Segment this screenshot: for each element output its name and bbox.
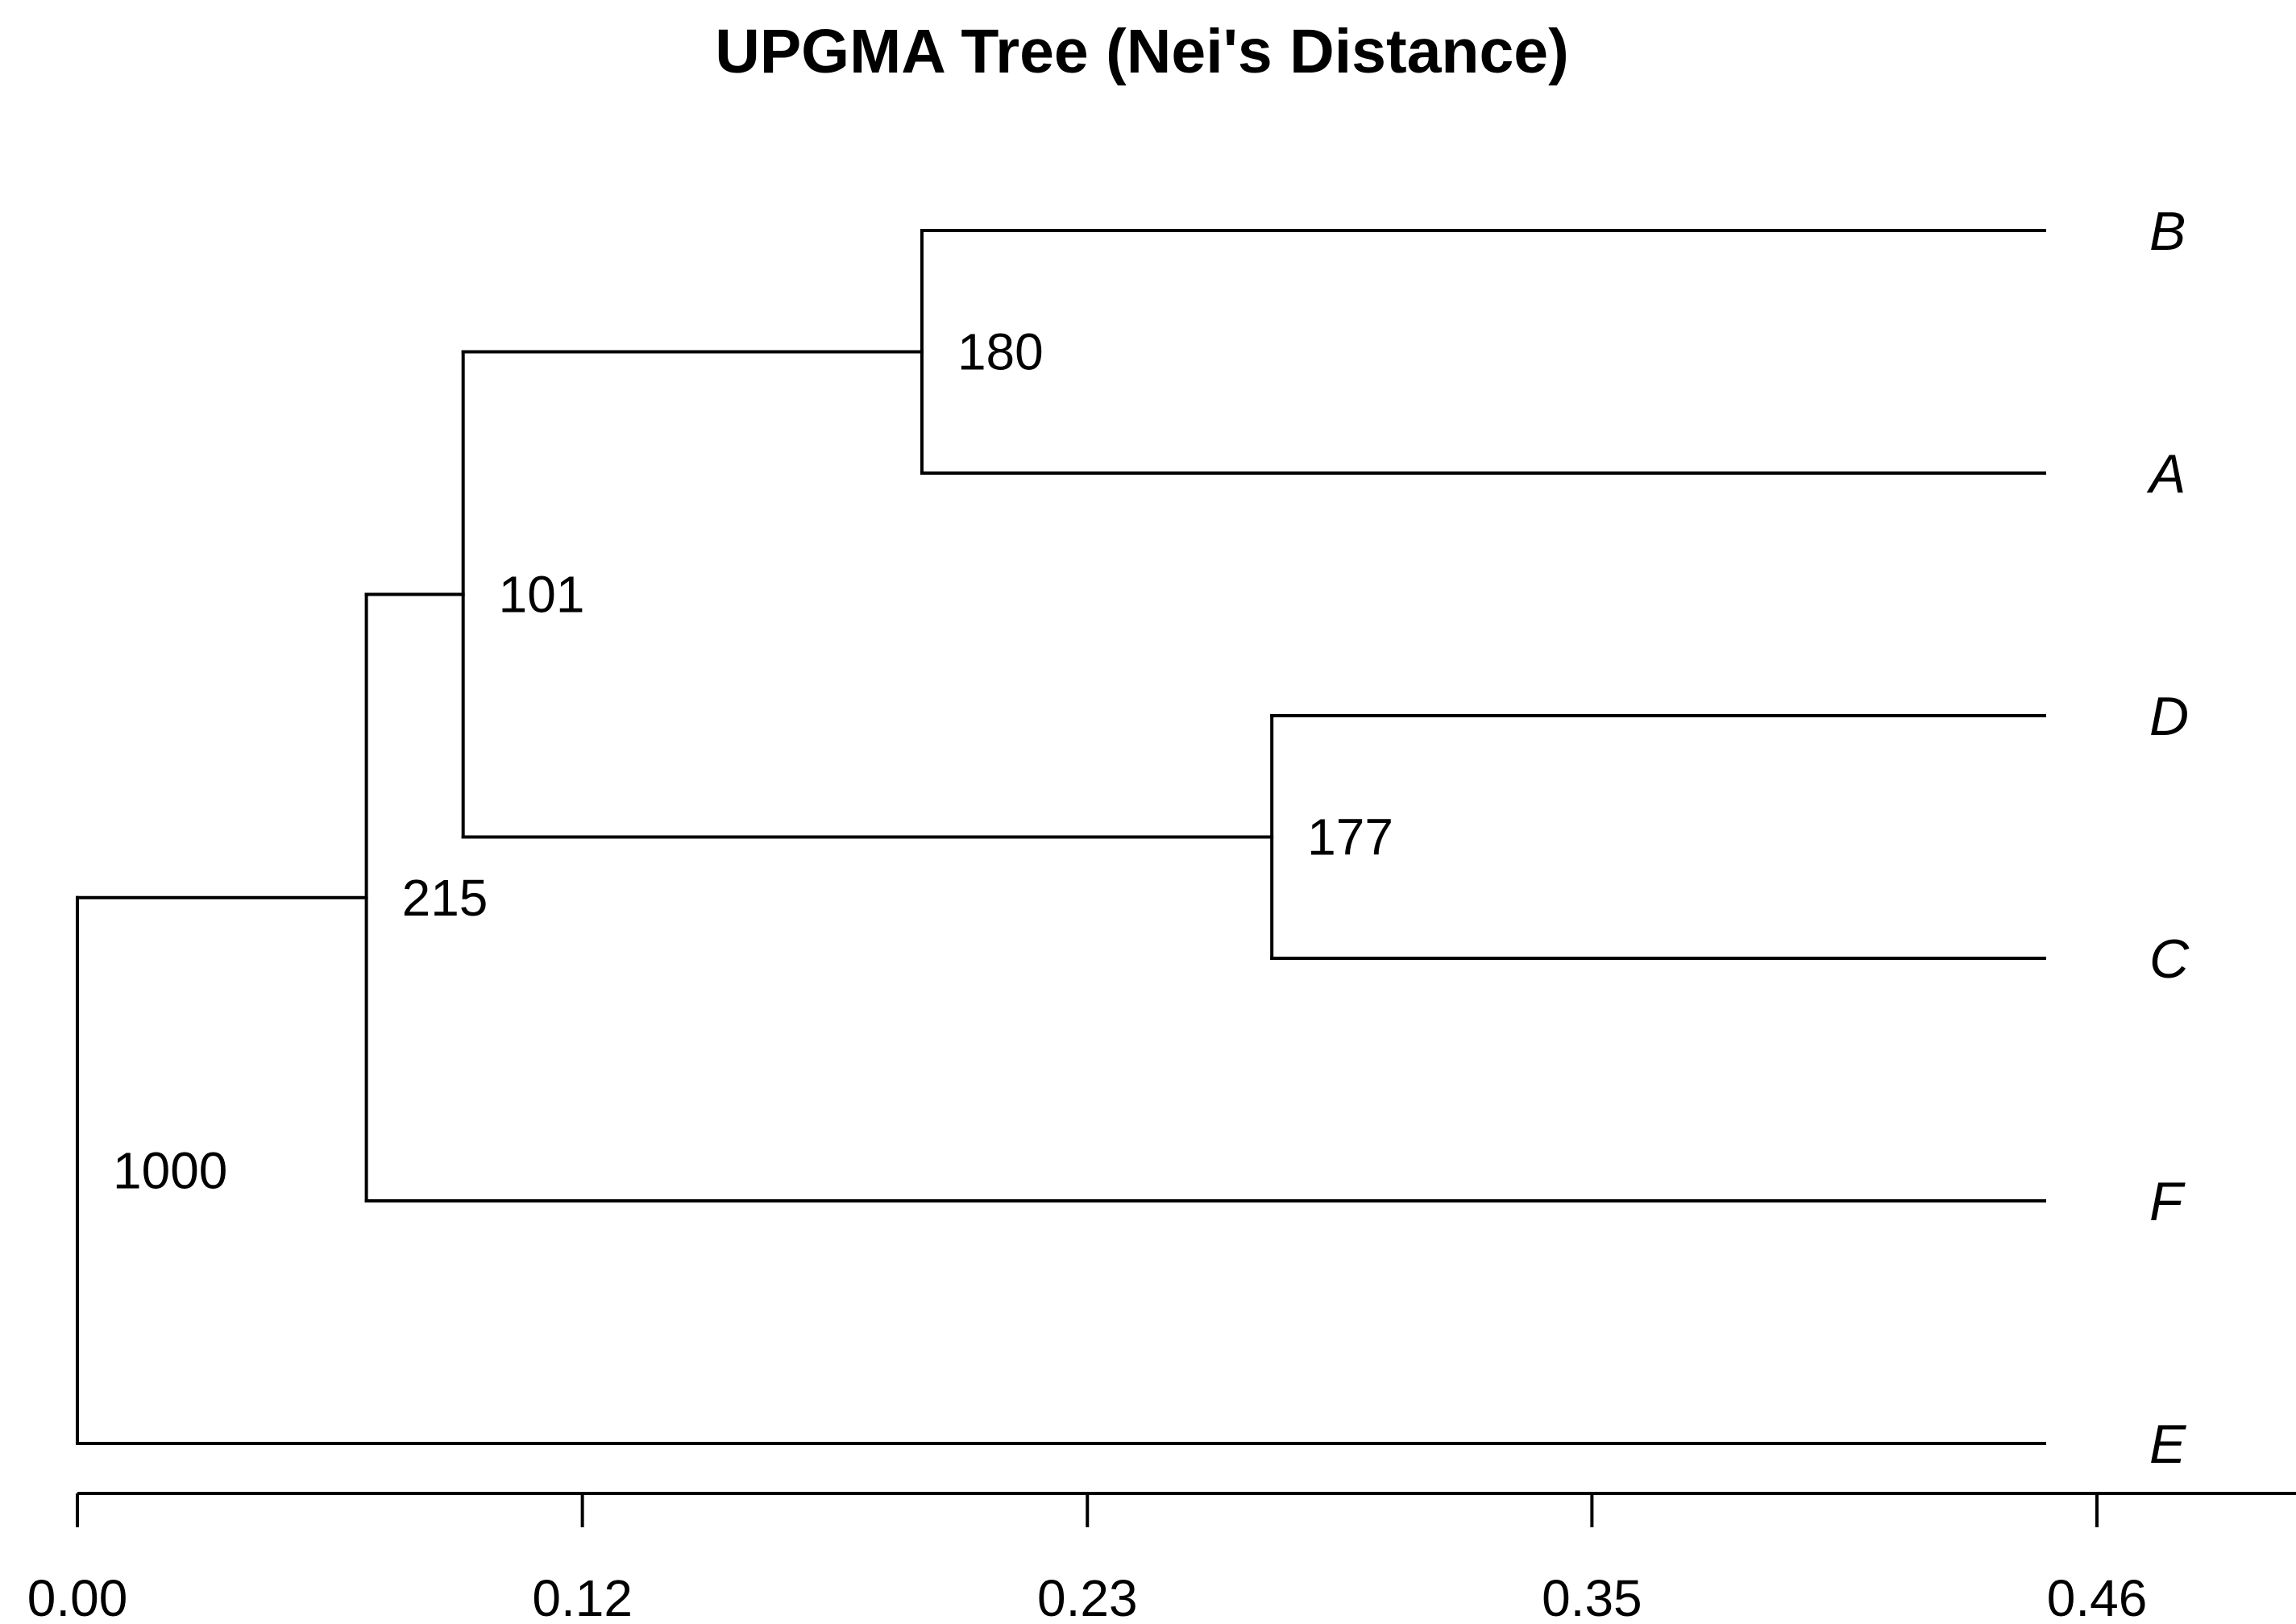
leaf-label-A: A [2146,443,2186,505]
tree-title: UPGMA Tree (Nei's Distance) [715,17,1569,86]
leaf-labels: B A D C F E [2146,201,2190,1475]
distance-axis: 0.00 0.12 0.23 0.35 0.46 [27,1492,2296,1624]
axis-tick-label-0: 0.00 [27,1569,128,1624]
support-label-n_BA: 180 [957,323,1044,381]
leaf-label-B: B [2149,201,2186,262]
support-label-n_BADCF: 215 [402,869,488,927]
tree-branches [76,229,2046,1445]
support-label-n_DC: 177 [1307,808,1393,866]
axis-tick-label-1: 0.12 [532,1569,633,1624]
axis-ticks: 0.00 0.12 0.23 0.35 0.46 [27,1493,2148,1624]
axis-tick-label-3: 0.35 [1542,1569,1642,1624]
leaf-label-E: E [2149,1414,2186,1475]
leaf-label-D: D [2149,686,2189,747]
support-label-n_root: 1000 [113,1141,227,1199]
support-labels: 180 177 101 215 1000 [113,323,1393,1200]
axis-tick-label-4: 0.46 [2047,1569,2148,1624]
leaf-label-F: F [2149,1171,2186,1232]
support-label-n_BADC: 101 [499,566,585,624]
leaf-label-C: C [2149,928,2190,990]
axis-tick-label-2: 0.23 [1037,1569,1138,1624]
